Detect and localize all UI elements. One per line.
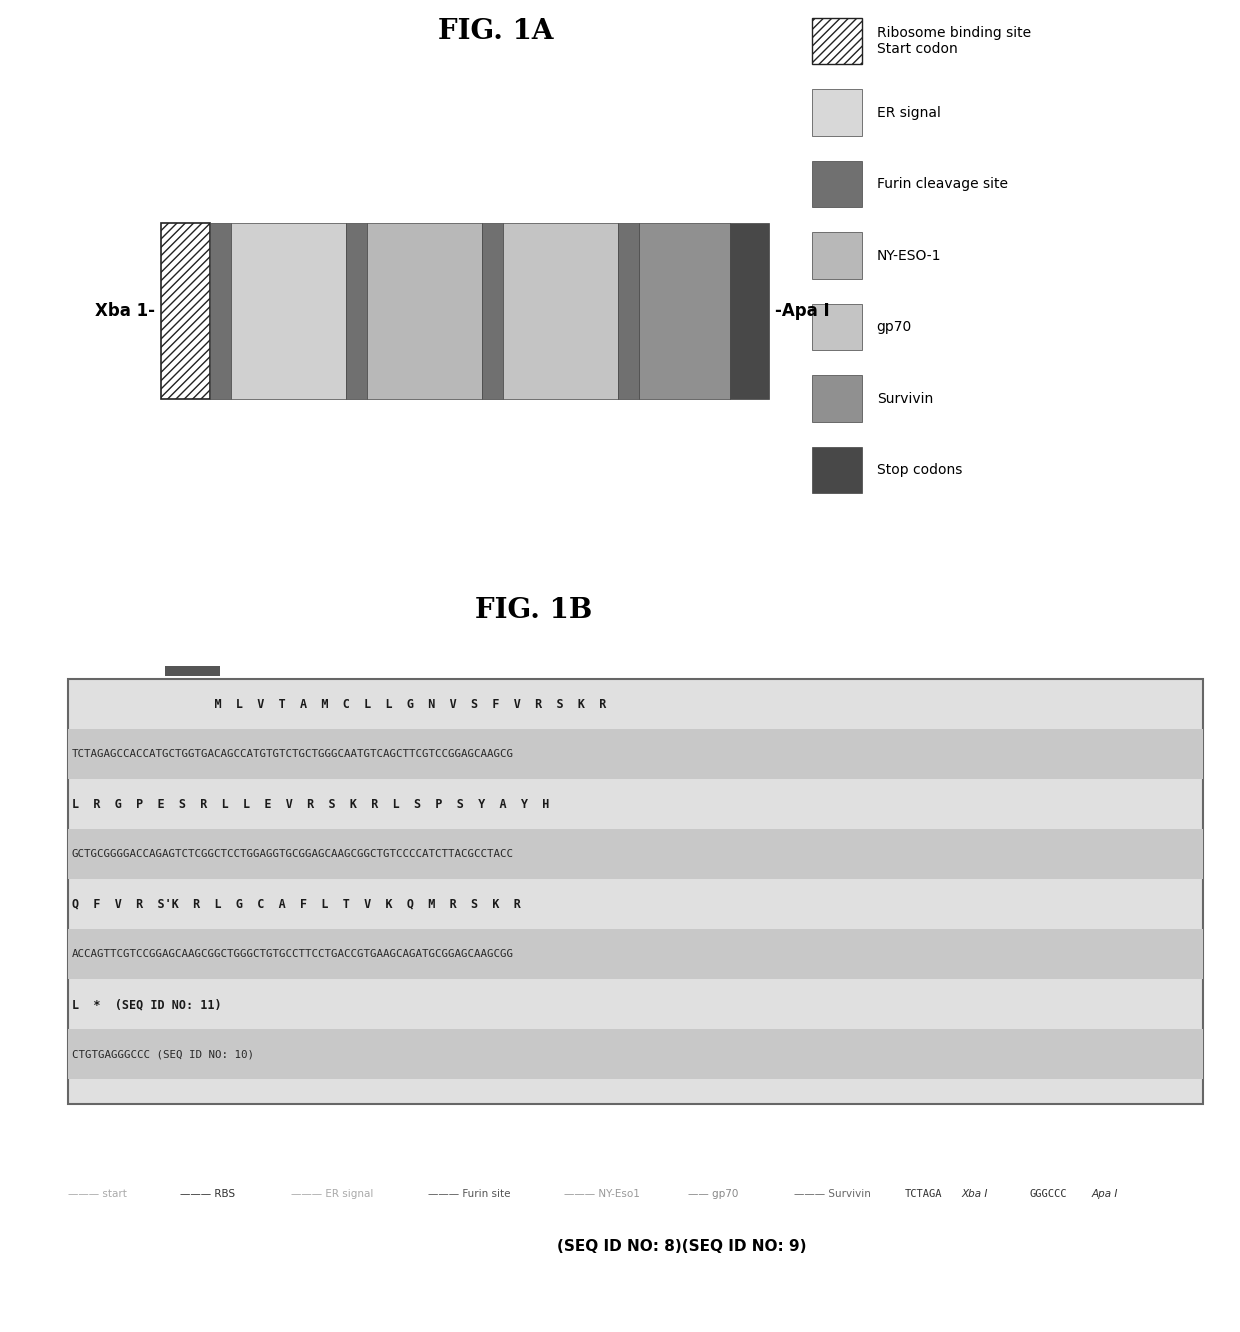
Bar [68, 830, 1203, 879]
Text: Apa I: Apa I [1091, 1189, 1117, 1199]
Text: Survivin: Survivin [877, 392, 932, 405]
Text: Furin cleavage site: Furin cleavage site [877, 177, 1008, 190]
Text: M  L  V  T  A  M  C  L  L  G  N  V  S  F  V  R  S  K  R: M L V T A M C L L G N V S F V R S K R [72, 698, 606, 711]
Text: ER signal: ER signal [877, 105, 941, 120]
Text: Q  F  V  R  S'K  R  L  G  C  A  F  L  T  V  K  Q  M  R  S  K  R: Q F V R S'K R L G C A F L T V K Q M R S … [72, 898, 521, 911]
Text: L  *  (SEQ ID NO: 11): L * (SEQ ID NO: 11) [72, 998, 222, 1011]
Bar [812, 17, 862, 64]
Bar [68, 1030, 1203, 1079]
Text: ——— RBS: ——— RBS [180, 1189, 234, 1199]
Text: —— gp70: —— gp70 [688, 1189, 739, 1199]
Text: ——— Survivin: ——— Survivin [794, 1189, 870, 1199]
Text: Xba I: Xba I [961, 1189, 987, 1199]
Text: (SEQ ID NO: 8)(SEQ ID NO: 9): (SEQ ID NO: 8)(SEQ ID NO: 9) [557, 1239, 807, 1253]
Bar [231, 222, 346, 398]
Bar [812, 161, 862, 208]
Text: TCTAGAGCCACCATGCTGGTGACAGCCATGTGTCTGCTGGGCAATGTCAGCTTCGTCCGGAGCAAGCG: TCTAGAGCCACCATGCTGGTGACAGCCATGTGTCTGCTGG… [72, 750, 513, 759]
Bar [165, 666, 221, 675]
Bar [639, 222, 729, 398]
Bar [812, 232, 862, 278]
Text: ——— Furin site: ——— Furin site [428, 1189, 511, 1199]
Bar [812, 89, 862, 136]
Text: Stop codons: Stop codons [877, 464, 962, 477]
Bar [618, 222, 639, 398]
Text: Ribosome binding site
Start codon: Ribosome binding site Start codon [877, 25, 1030, 56]
Bar [729, 222, 769, 398]
Bar [367, 222, 481, 398]
Text: -Apa I: -Apa I [775, 301, 830, 320]
Bar [812, 446, 862, 493]
Text: FIG. 1A: FIG. 1A [438, 17, 554, 44]
Bar [346, 222, 367, 398]
Bar [502, 222, 618, 398]
Bar [812, 376, 862, 422]
Bar [210, 222, 231, 398]
Bar [481, 222, 502, 398]
Bar [68, 679, 1203, 1104]
Text: ACCAGTTCGTCCGGAGCAAGCGGCTGGGCTGTGCCTTCCTGACCGTGAAGCAGATGCGGAGCAAGCGG: ACCAGTTCGTCCGGAGCAAGCGGCTGGGCTGTGCCTTCCT… [72, 950, 513, 959]
Text: ——— NY-Eso1: ——— NY-Eso1 [564, 1189, 640, 1199]
Text: FIG. 1B: FIG. 1B [475, 597, 591, 625]
Text: NY-ESO-1: NY-ESO-1 [877, 249, 941, 262]
Text: Xba 1-: Xba 1- [95, 301, 155, 320]
Text: L  R  G  P  E  S  R  L  L  E  V  R  S  K  R  L  S  P  S  Y  A  Y  H: L R G P E S R L L E V R S K R L S P S Y … [72, 798, 549, 811]
Text: GCTGCGGGGACCAGAGTCTCGGCTCCTGGAGGTGCGGAGCAAGCGGCTGTCCCCATCTTACGCCTACC: GCTGCGGGGACCAGAGTCTCGGCTCCTGGAGGTGCGGAGC… [72, 850, 513, 859]
Bar [68, 930, 1203, 979]
Text: ——— ER signal: ——— ER signal [291, 1189, 373, 1199]
Text: gp70: gp70 [877, 320, 911, 334]
Text: GGGCCC: GGGCCC [1029, 1189, 1066, 1199]
Bar [812, 304, 862, 350]
Text: ——— start: ——— start [68, 1189, 126, 1199]
Text: TCTAGA: TCTAGA [905, 1189, 942, 1199]
Bar [161, 222, 210, 398]
Bar [68, 730, 1203, 779]
Text: CTGTGAGGGCCC (SEQ ID NO: 10): CTGTGAGGGCCC (SEQ ID NO: 10) [72, 1050, 254, 1059]
